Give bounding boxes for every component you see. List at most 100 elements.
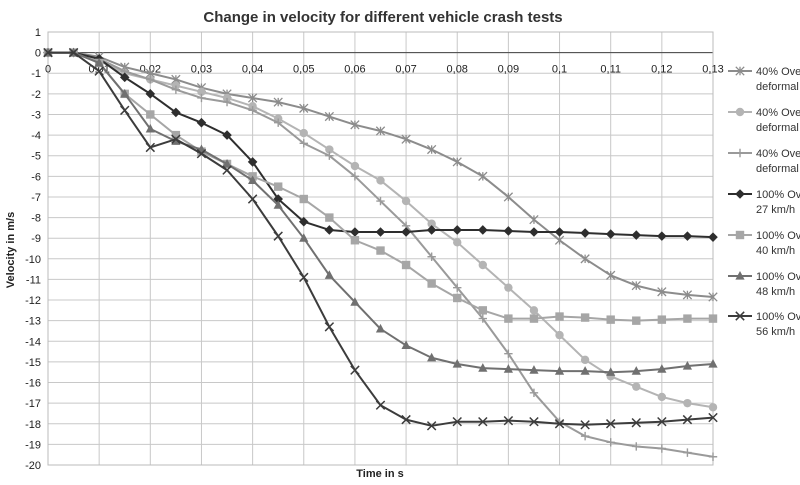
data-point: [708, 403, 718, 412]
data-point: [708, 412, 718, 423]
y-tick-label: -9: [31, 233, 41, 245]
data-point: [68, 47, 79, 58]
data-point: [197, 93, 206, 103]
data-point: [375, 227, 386, 237]
data-point: [605, 229, 616, 239]
legend-item-1: 40% Ove deformal: [728, 66, 800, 93]
y-tick-label: -17: [25, 398, 41, 410]
data-point: [452, 225, 463, 235]
data-point: [657, 416, 667, 427]
data-point: [580, 228, 590, 238]
data-point: [273, 97, 283, 107]
data-point: [401, 227, 411, 237]
x-tick-label: 0: [45, 64, 51, 76]
data-point: [427, 252, 436, 261]
legend-label: 40% Ove: [756, 66, 800, 78]
data-point: [145, 142, 156, 153]
data-point: [682, 361, 693, 370]
y-tick-label: -10: [25, 254, 41, 266]
legend-item-7: 100% Ov 56 km/h: [728, 311, 800, 338]
x-tick-label: 0,03: [191, 64, 212, 76]
legend-swatch-marker: [735, 148, 745, 158]
y-axis-label: Velocity in m/s: [5, 212, 17, 288]
x-tick-label: 0,04: [242, 64, 263, 76]
data-point: [324, 111, 335, 122]
data-point: [196, 117, 207, 128]
data-point: [682, 231, 693, 241]
data-point: [401, 260, 411, 270]
series-7: [43, 47, 718, 431]
data-point: [299, 272, 309, 283]
data-point: [426, 421, 437, 431]
data-point: [606, 315, 615, 324]
data-point: [299, 139, 308, 148]
data-point: [197, 87, 206, 96]
data-point: [94, 57, 104, 67]
data-point: [708, 358, 718, 368]
data-point: [580, 313, 590, 322]
data-point: [427, 279, 436, 288]
y-tick-label: -11: [26, 274, 41, 286]
data-point: [452, 358, 462, 368]
y-tick-label: -5: [31, 151, 41, 163]
data-point: [350, 365, 360, 375]
data-point: [580, 366, 590, 375]
legend-label-line2: deformal: [756, 81, 799, 93]
data-point: [375, 126, 386, 136]
plot-frame: [47, 31, 714, 466]
data-point: [631, 366, 641, 375]
x-tick-labels: 0 0,01 0,02 0,03 0,04 0,05 0,06 0,07 0,08 0,09 0,1…: [45, 64, 724, 76]
x-tick-label: 0,09: [498, 64, 519, 76]
data-point: [580, 431, 590, 441]
data-point: [683, 314, 692, 323]
data-point: [120, 105, 130, 116]
legend-item-3: 40% Ove deformal: [728, 148, 800, 175]
data-point: [247, 157, 258, 167]
chart-title: Change in velocity for different vehicle…: [203, 9, 562, 26]
data-point: [478, 225, 488, 235]
data-point: [171, 134, 181, 144]
series-6: [43, 47, 718, 376]
data-point: [453, 283, 462, 292]
y-tick-label: -3: [31, 109, 41, 121]
data-point: [529, 388, 539, 398]
series-line: [48, 51, 714, 427]
data-point: [401, 134, 411, 144]
data-point: [171, 136, 181, 145]
data-point: [605, 419, 616, 429]
data-point: [529, 365, 539, 374]
y-tick-label: -13: [25, 316, 41, 328]
data-point: [273, 118, 283, 127]
data-point: [401, 414, 411, 425]
data-point: [478, 306, 488, 315]
y-tick-label: -12: [25, 295, 41, 307]
y-tick-label: 0: [35, 48, 41, 60]
data-point: [657, 444, 667, 453]
data-point: [529, 416, 539, 427]
data-point: [350, 236, 360, 245]
y-tick-label: -1: [31, 68, 41, 80]
data-point: [401, 340, 411, 350]
y-tick-labels: 1 0 -1 -2 -3 -4 -5 -6 -7 -8 -9 -10 -11 -12 -13 -14 -15 -1…: [25, 27, 41, 472]
axes: [47, 31, 714, 466]
data-point: [529, 227, 539, 237]
legend-swatch-marker: [735, 230, 745, 240]
data-point: [222, 130, 232, 140]
data-point: [504, 314, 513, 323]
data-point: [478, 416, 488, 427]
legend-label-line2: deformal: [756, 163, 799, 175]
series-4: [43, 47, 718, 242]
data-point: [426, 144, 437, 155]
data-point: [632, 442, 641, 451]
data-point: [682, 414, 693, 425]
data-point: [427, 219, 436, 228]
y-tick-label: -20: [25, 460, 41, 472]
data-point: [606, 367, 616, 376]
legend-label: 100% Ov: [756, 189, 800, 201]
data-point: [324, 322, 335, 332]
data-point: [171, 130, 181, 140]
data-point: [299, 128, 308, 138]
data-point: [708, 314, 718, 323]
data-point: [350, 161, 360, 171]
